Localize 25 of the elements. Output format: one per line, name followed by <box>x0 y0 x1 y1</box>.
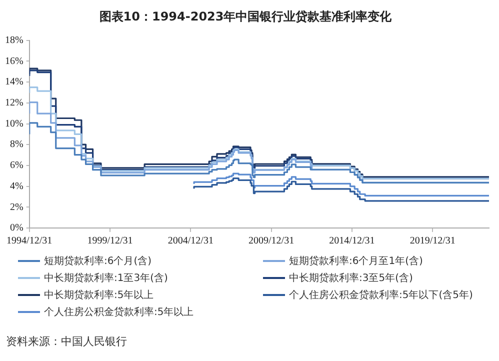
y-tick-label: 14% <box>4 76 24 88</box>
x-tick-label: 2004/12/31 <box>168 236 214 247</box>
chart-title: 图表10：1994-2023年中国银行业贷款基准利率变化 <box>99 9 393 24</box>
y-tick-label: 4% <box>10 180 24 192</box>
legend-label: 短期贷款利率:6个月至1年(含) <box>289 254 423 268</box>
text: 资料来源：中国人民银行 <box>6 334 127 349</box>
legend-label: 短期贷款利率:6个月(含) <box>44 254 152 268</box>
legend-label: 中长期贷款利率:1至3年(含) <box>44 272 168 285</box>
x-tick-label: 1994/12/31 <box>6 236 52 247</box>
x-tick-label: 2014/12/31 <box>329 236 375 247</box>
y-tick-label: 8% <box>10 139 24 150</box>
y-tick-label: 16% <box>4 56 24 67</box>
y-tick-label: 10% <box>4 118 24 130</box>
legend-label: 中长期贷款利率:5年以上 <box>44 288 154 302</box>
legend-label: 中长期贷款利率:3至5年(含) <box>289 272 413 285</box>
legend-label: 个人住房公积金贷款利率:5年以上 <box>44 306 194 319</box>
y-tick-label: 12% <box>4 98 24 109</box>
x-tick-label: 1999/12/31 <box>87 236 133 247</box>
y-tick-label: 18% <box>4 35 24 46</box>
y-tick-label: 2% <box>10 202 24 213</box>
x-tick-label: 2019/12/31 <box>410 236 456 247</box>
y-tick-label: 6% <box>10 160 24 172</box>
legend-label: 个人住房公积金贷款利率:5年以下(含5年) <box>289 288 473 302</box>
y-tick-label: 0% <box>10 222 24 234</box>
x-tick-label: 2009/12/31 <box>248 236 294 247</box>
